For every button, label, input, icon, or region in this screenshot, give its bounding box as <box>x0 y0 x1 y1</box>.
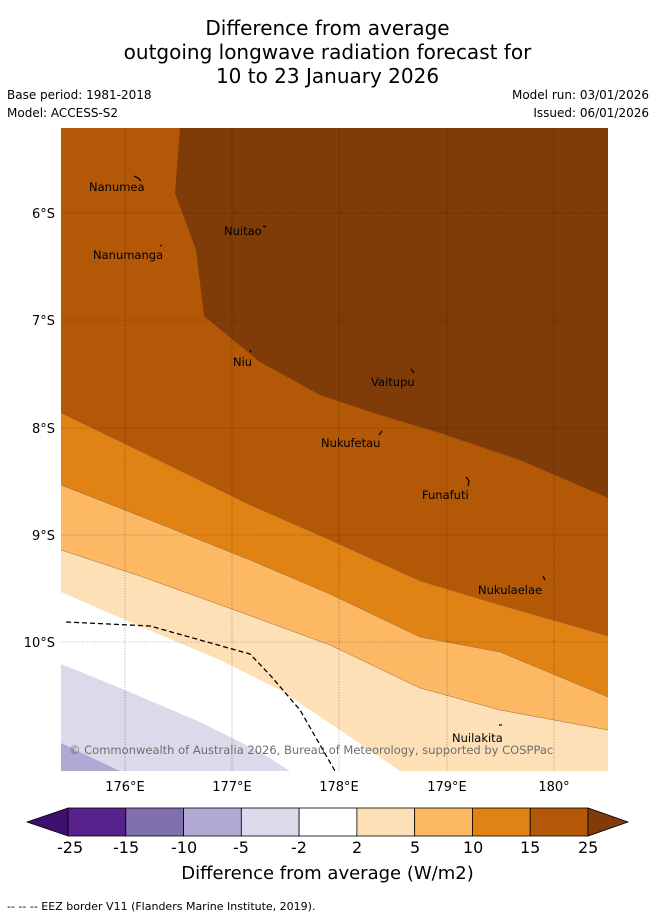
island-nanumea <box>133 175 142 182</box>
title-line-1: Difference from average <box>205 16 450 40</box>
title-line-3: 10 to 23 January 2026 <box>215 64 440 88</box>
issued-date: Issued: 06/01/2026 <box>533 106 649 120</box>
model-run: Model run: 03/01/2026 <box>511 88 649 102</box>
lon-label: 178°E <box>319 780 359 795</box>
colorbar-tick: -5 <box>233 838 249 857</box>
colorbar-segment <box>472 807 531 837</box>
colorbar-tick: 2 <box>352 838 363 857</box>
island-nanumanga <box>159 244 163 247</box>
band-minus-10-to-minus-5 <box>61 743 120 771</box>
colorbar-arrow-high <box>587 807 630 837</box>
colorbar-tick: -15 <box>113 838 140 857</box>
lat-label: 7°S <box>32 314 55 329</box>
island-funafuti <box>465 476 470 487</box>
colorbar-tick: -2 <box>291 838 307 857</box>
colorbar-segment <box>298 807 358 837</box>
chart-title: Difference from average outgoing longwav… <box>0 16 655 88</box>
lat-label: 8°S <box>32 422 55 437</box>
place-label: Funafuti <box>422 488 469 502</box>
place-label: Nukufetau <box>321 436 380 450</box>
island-vaitupu <box>410 368 415 374</box>
colorbar-tick: 5 <box>410 838 421 857</box>
eez-border <box>65 621 336 771</box>
colorbar-segment <box>67 807 127 837</box>
band-minus-5-to-minus-2 <box>61 664 290 771</box>
colorbar-tick: 10 <box>463 838 484 857</box>
colorbar-tick: 15 <box>520 838 541 857</box>
island-nukulaelae <box>542 575 546 581</box>
place-label: Nuilakita <box>452 731 503 745</box>
colorbar-segment <box>125 807 184 837</box>
colorbar-segment <box>529 807 589 837</box>
colorbar-segment <box>356 807 416 837</box>
colorbar-title: Difference from average (W/m2) <box>181 863 474 884</box>
base-period: Base period: 1981-2018 <box>7 88 152 102</box>
island-niu <box>249 349 252 353</box>
place-label: Nukulaelae <box>478 583 542 597</box>
islands <box>133 175 546 726</box>
place-label: Nuitao <box>224 224 262 238</box>
colorbar <box>25 807 630 837</box>
contour-lines <box>61 412 608 731</box>
colorbar-segment <box>183 807 242 837</box>
island-nukufetau <box>378 430 383 436</box>
lat-label: 9°S <box>32 529 55 544</box>
model-name: Model: ACCESS-S2 <box>7 106 119 120</box>
island-nuitao <box>262 225 267 228</box>
colorbar-tick: -25 <box>57 838 84 857</box>
lat-label: 10°S <box>24 636 55 651</box>
colorbar-segment <box>414 807 473 837</box>
place-label: Nanumanga <box>93 248 163 262</box>
lon-label: 177°E <box>212 780 252 795</box>
place-label: Nanumea <box>89 180 145 194</box>
copyright-notice: © Commonwealth of Australia 2026, Bureau… <box>69 743 553 757</box>
lon-label: 180° <box>538 780 569 795</box>
title-line-2: outgoing longwave radiation forecast for <box>123 40 532 64</box>
lon-label: 176°E <box>105 780 145 795</box>
band-above-25 <box>175 128 608 498</box>
place-label: Vaitupu <box>371 375 415 389</box>
colorbar-segment <box>240 807 300 837</box>
lat-label: 6°S <box>32 207 55 222</box>
place-label: Niu <box>233 355 252 369</box>
colorbar-tick: -10 <box>171 838 198 857</box>
colorbar-arrow-low <box>25 807 69 837</box>
eez-legend-note: -- -- -- EEZ border V11 (Flanders Marine… <box>7 900 316 913</box>
colorbar-tick: 25 <box>578 838 599 857</box>
lon-label: 179°E <box>427 780 467 795</box>
gridlines <box>61 128 608 771</box>
